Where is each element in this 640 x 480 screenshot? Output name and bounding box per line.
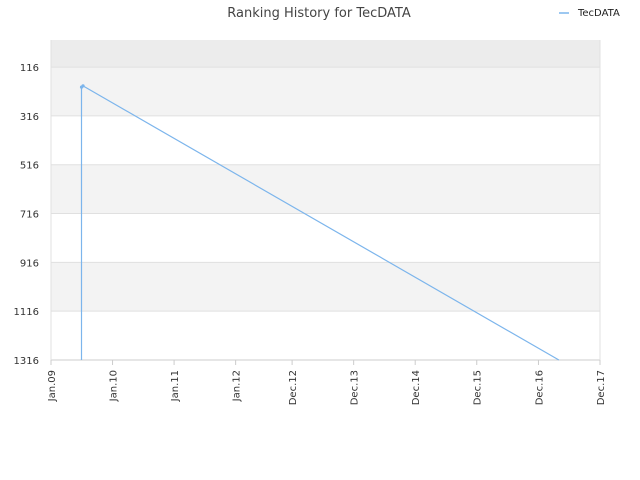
x-tick-label: Dec.12 [288,370,299,405]
y-tick-label: 116 [20,63,39,74]
background-bands [51,40,600,360]
y-tick-label: 1316 [14,356,39,367]
x-tick-label: Jan.11 [170,370,181,402]
band [51,311,600,360]
y-tick-label: 1116 [14,307,39,318]
x-tick-label: Jan.10 [109,370,120,402]
axes [50,40,601,365]
band [51,67,600,116]
x-tick-label: Dec.15 [473,370,484,405]
x-tick-label: Dec.14 [411,370,422,405]
y-tick-label: 316 [20,112,39,123]
legend[interactable]: TecDATA [559,8,620,19]
band [51,115,600,165]
band [51,164,600,214]
band-top [51,40,600,68]
x-tick-label: Dec.16 [534,370,545,405]
y-tick-label: 716 [20,210,39,221]
x-tick-label: Jan.09 [47,370,58,402]
x-tick-label: Dec.17 [596,370,607,405]
legend-label: TecDATA [577,8,620,19]
x-tick-label: Jan.12 [232,370,243,402]
series-point [81,84,85,88]
band [51,262,600,312]
x-axis-tick-labels: Jan.09 Jan.10 Jan.11 Jan.12 Dec.12 Dec.13 Dec.… [47,370,607,405]
y-axis-tick-labels: 116 316 516 716 916 1116 1316 [14,63,39,367]
band [51,213,600,263]
chart-title: Ranking History for TecDATA [227,6,411,21]
x-tick-label: Dec.13 [350,370,361,405]
y-tick-label: 916 [20,258,39,269]
series-points [79,84,85,89]
y-tick-label: 516 [20,161,39,172]
